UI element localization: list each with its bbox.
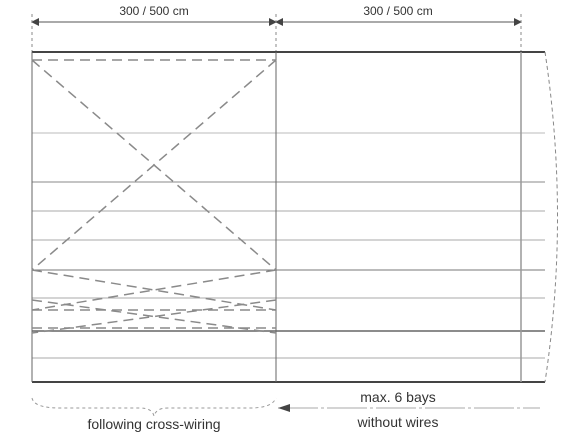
posts <box>31 52 522 382</box>
cross-wiring-label: following cross-wiring <box>87 416 220 432</box>
end-curve <box>544 51 558 383</box>
cross-wiring <box>31 59 277 334</box>
dimension-left: 300 / 500 cm <box>31 4 277 52</box>
cross-wiring-bracket: following cross-wiring <box>31 397 277 432</box>
no-wire-limit: max. 6 bays without wires <box>278 389 540 430</box>
limit-label-1: max. 6 bays <box>360 389 435 405</box>
dimension-right-label: 300 / 500 cm <box>363 4 432 18</box>
dimension-left-label: 300 / 500 cm <box>119 4 188 18</box>
limit-label-2: without wires <box>357 414 439 430</box>
dimension-right: 300 / 500 cm <box>275 4 522 52</box>
horizontal-wires <box>32 51 545 383</box>
